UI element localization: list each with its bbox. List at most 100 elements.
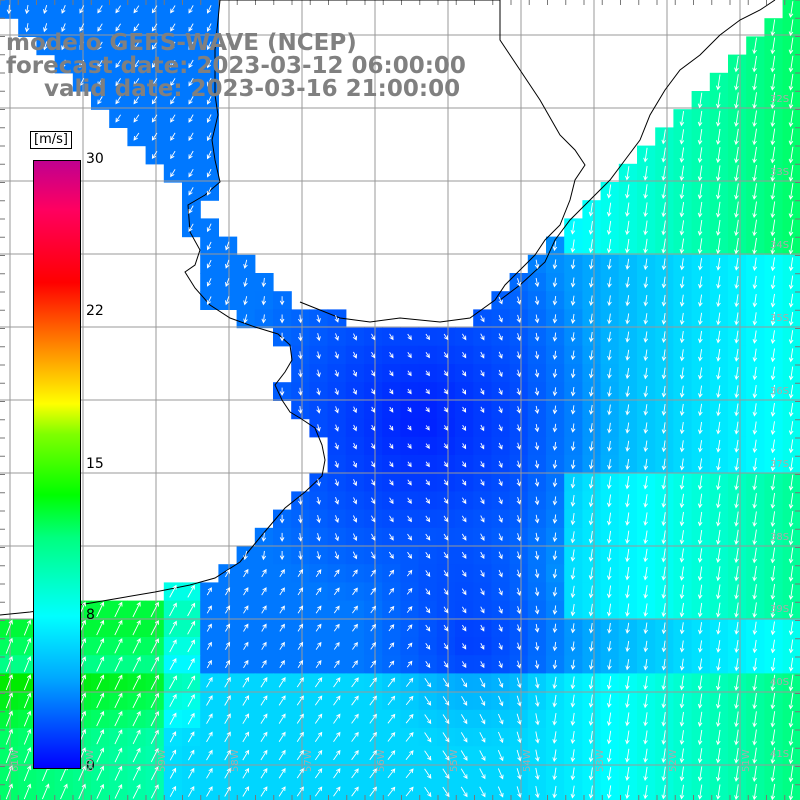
wind-arrow: [534, 314, 540, 324]
wind-arrow: [535, 749, 540, 762]
wind-arrow: [607, 659, 612, 671]
wind-arrow: [643, 566, 648, 581]
wind-arrow: [298, 351, 303, 360]
wind-arrow: [588, 676, 594, 690]
lat-label: 34S: [770, 240, 790, 251]
wind-arrow: [443, 479, 449, 486]
wind-arrow: [316, 551, 321, 560]
wind-arrow: [625, 331, 630, 343]
wind-arrow: [734, 511, 739, 527]
wind-arrow: [788, 128, 794, 146]
wind-arrow: [498, 515, 503, 523]
wind-arrow: [770, 657, 776, 672]
wind-arrow: [770, 348, 776, 363]
wind-arrow: [734, 74, 739, 91]
wind-arrow: [643, 766, 648, 782]
wind-arrow: [405, 731, 414, 742]
wind-arrow: [643, 440, 649, 453]
wind-arrow: [552, 676, 558, 690]
wind-arrow: [679, 675, 685, 691]
wind-arrow: [697, 493, 703, 509]
wind-arrow: [643, 603, 648, 617]
wind-arrow: [697, 566, 703, 582]
wind-arrow: [260, 713, 268, 724]
wind-arrow: [461, 533, 467, 541]
wind-arrow: [407, 425, 412, 431]
wind-arrow: [534, 296, 540, 306]
wind-arrow: [535, 713, 540, 726]
wind-arrow: [734, 237, 739, 255]
wind-arrow: [588, 459, 594, 470]
wind-arrow: [260, 749, 268, 761]
wind-arrow: [60, 783, 68, 800]
lon-label: 55W: [449, 749, 460, 772]
wind-arrow: [498, 533, 503, 542]
wind-arrow: [316, 314, 321, 324]
wind-arrow: [150, 601, 159, 618]
wind-arrow: [715, 110, 721, 127]
wind-arrow: [734, 493, 739, 509]
wind-arrow: [752, 219, 757, 237]
wind-arrow: [480, 661, 485, 669]
wind-arrow: [625, 548, 630, 563]
wind-arrow: [516, 786, 522, 798]
wind-arrow: [224, 676, 231, 688]
wind-arrow: [132, 765, 141, 781]
wind-arrow: [552, 387, 558, 397]
wind-arrow: [607, 622, 612, 634]
wind-arrow: [278, 786, 286, 797]
wind-arrow: [770, 183, 776, 200]
wind-arrow: [150, 619, 159, 636]
coastline: [0, 0, 776, 616]
wind-arrow: [188, 187, 194, 196]
wind-arrow: [260, 695, 268, 706]
wind-arrow: [79, 5, 85, 14]
wind-arrow: [132, 692, 141, 709]
wind-arrow: [406, 587, 413, 595]
wind-arrow: [715, 748, 721, 764]
wind-arrow: [225, 277, 230, 287]
wind-arrow: [461, 424, 467, 432]
wind-arrow: [5, 783, 13, 800]
wind-arrow: [206, 278, 212, 287]
wind-arrow: [679, 458, 685, 471]
wind-arrow: [114, 638, 123, 654]
wind-arrow: [6, 4, 12, 15]
wind-arrow: [370, 642, 377, 650]
coastline-argentina-uruguay: [0, 0, 586, 616]
wind-arrow: [405, 713, 414, 724]
wind-arrow: [679, 220, 685, 236]
wind-arrow: [588, 386, 594, 397]
wind-arrow: [661, 404, 667, 416]
wind-arrow: [151, 23, 158, 32]
wind-arrow: [770, 639, 776, 654]
wind-arrow: [97, 96, 103, 105]
wind-arrow: [716, 294, 721, 308]
wind-arrow: [206, 187, 212, 196]
wind-arrow: [389, 497, 394, 505]
wind-arrow: [169, 657, 177, 671]
wind-arrow: [752, 493, 757, 509]
wind-arrow: [588, 549, 594, 562]
wind-arrow: [698, 385, 703, 398]
wind-arrow: [752, 37, 757, 55]
wind-arrow: [480, 351, 485, 359]
wind-arrow: [425, 443, 430, 449]
wind-arrow: [460, 732, 468, 743]
wind-arrow: [442, 678, 450, 688]
wind-arrow: [661, 512, 667, 527]
wind-arrow: [43, 23, 48, 33]
wind-arrow: [752, 529, 757, 546]
wind-arrow: [169, 675, 177, 690]
wind-arrow: [534, 514, 540, 524]
wind-arrow: [225, 623, 231, 632]
wind-arrow: [334, 333, 339, 341]
wind-arrow: [643, 512, 648, 526]
wind-arrow: [23, 747, 32, 763]
wind-arrow: [352, 641, 358, 650]
wind-arrow: [279, 569, 285, 578]
wind-arrow: [480, 388, 485, 395]
wind-arrow: [169, 602, 177, 617]
wind-arrow: [661, 622, 667, 635]
wind-arrow: [698, 276, 703, 289]
